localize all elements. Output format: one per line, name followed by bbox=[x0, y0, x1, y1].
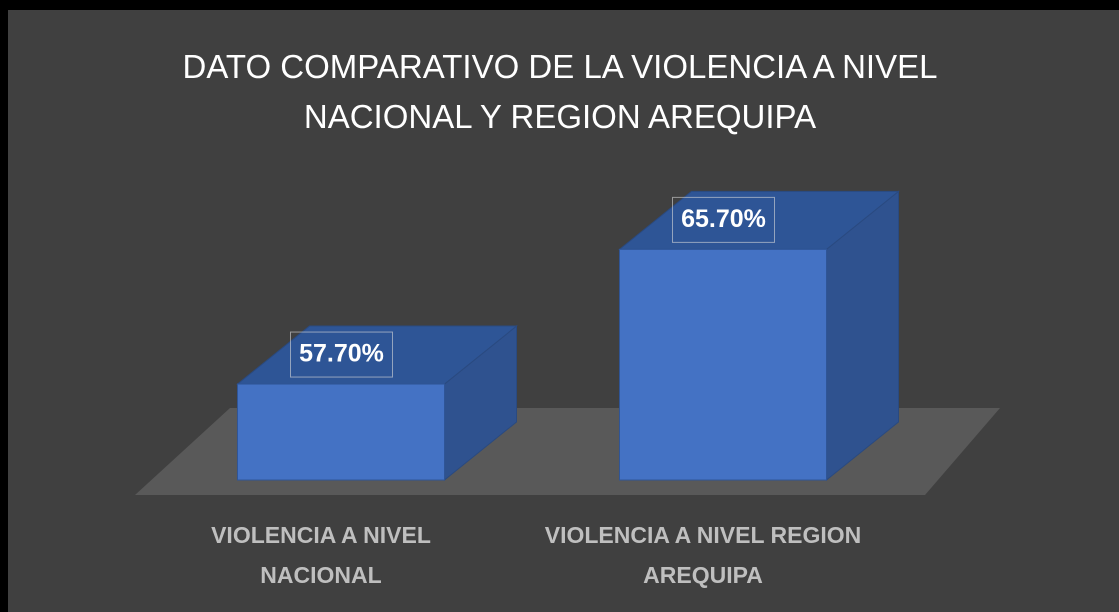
x-tick-label: VIOLENCIA A NIVEL REGION AREQUIPA bbox=[544, 522, 862, 588]
x-tick-label: VIOLENCIA A NIVEL NACIONAL bbox=[211, 522, 431, 588]
value-label-box bbox=[290, 331, 393, 378]
bar-front bbox=[619, 248, 827, 481]
chart-area bbox=[8, 10, 1119, 612]
bar bbox=[618, 190, 900, 482]
bar bbox=[236, 325, 518, 482]
chart-title: DATO COMPARATIVO DE LA VIOLENCIA A NIVEL… bbox=[182, 48, 938, 135]
value-label-box bbox=[672, 196, 775, 243]
bar-front bbox=[237, 383, 445, 481]
value-label: 57.70% bbox=[299, 340, 384, 368]
value-label: 65.70% bbox=[681, 205, 766, 233]
